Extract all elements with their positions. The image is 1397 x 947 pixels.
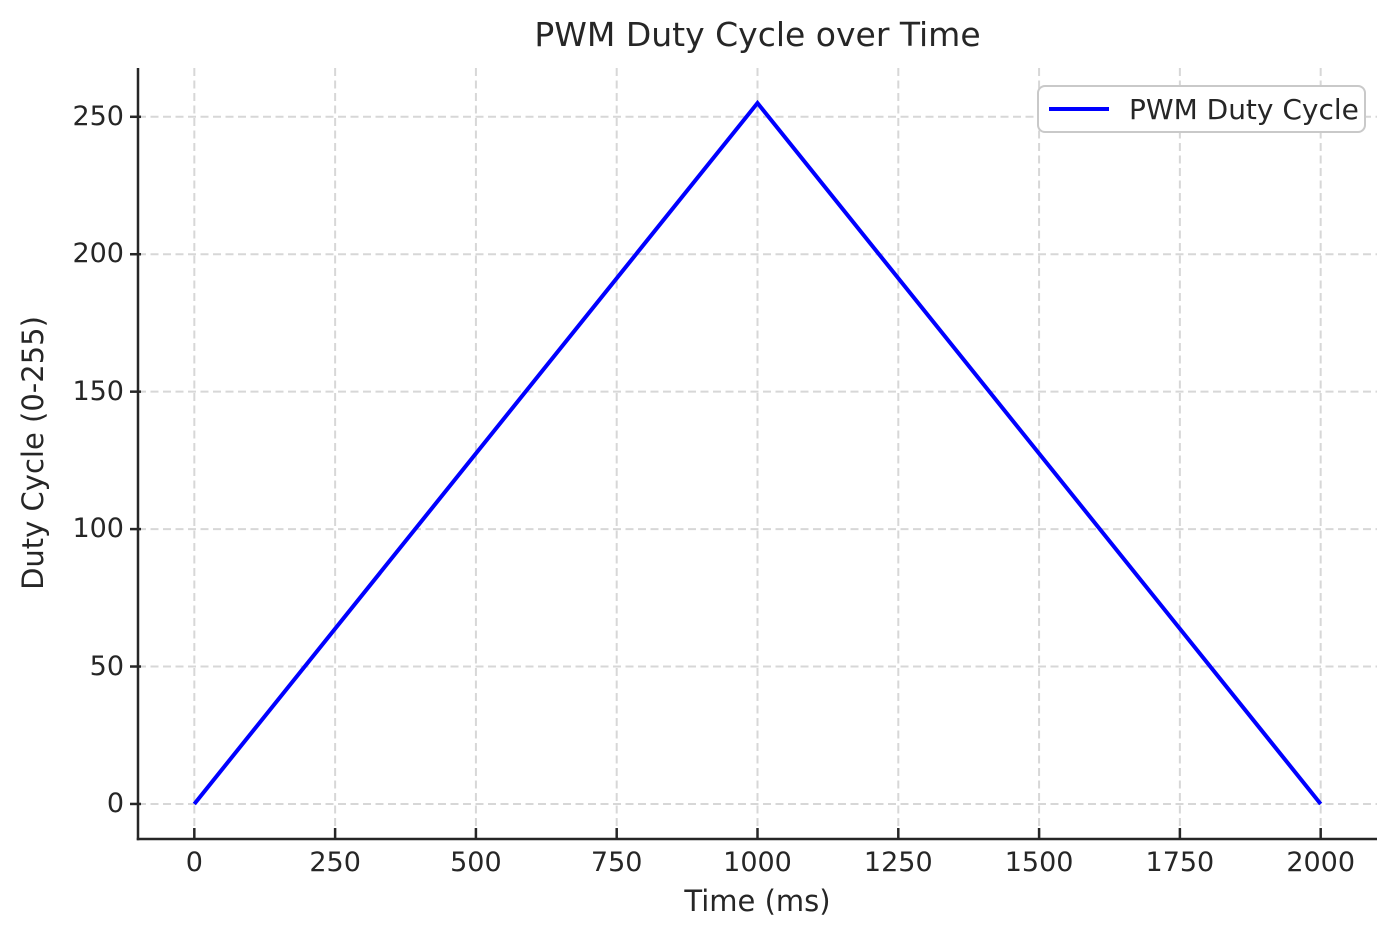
y-tick-label: 250 [72, 100, 124, 132]
legend-label: PWM Duty Cycle [1129, 92, 1359, 126]
y-tick-label: 150 [72, 375, 124, 407]
x-tick-label: 2000 [1286, 847, 1356, 878]
x-tick-label: 1250 [863, 847, 933, 878]
y-tick-label: 50 [89, 650, 124, 682]
chart-title: PWM Duty Cycle over Time [534, 15, 981, 54]
y-tick-label: 0 [106, 787, 124, 819]
y-tick-label: 200 [72, 238, 124, 270]
legend-line-sample [1049, 107, 1109, 111]
x-tick-label: 1500 [1004, 847, 1074, 878]
x-tick-label: 750 [590, 847, 643, 878]
series-line [192, 99, 1323, 806]
x-tick-label: 500 [450, 847, 502, 878]
x-axis-label: Time (ms) [684, 884, 831, 918]
y-tick-label: 100 [72, 513, 124, 545]
x-tick-label: 0 [185, 847, 203, 878]
x-tick-label: 1000 [723, 847, 792, 878]
x-tick-label: 1750 [1145, 847, 1215, 878]
legend: PWM Duty Cycle [1037, 85, 1366, 133]
x-tick-label: 250 [309, 847, 361, 878]
